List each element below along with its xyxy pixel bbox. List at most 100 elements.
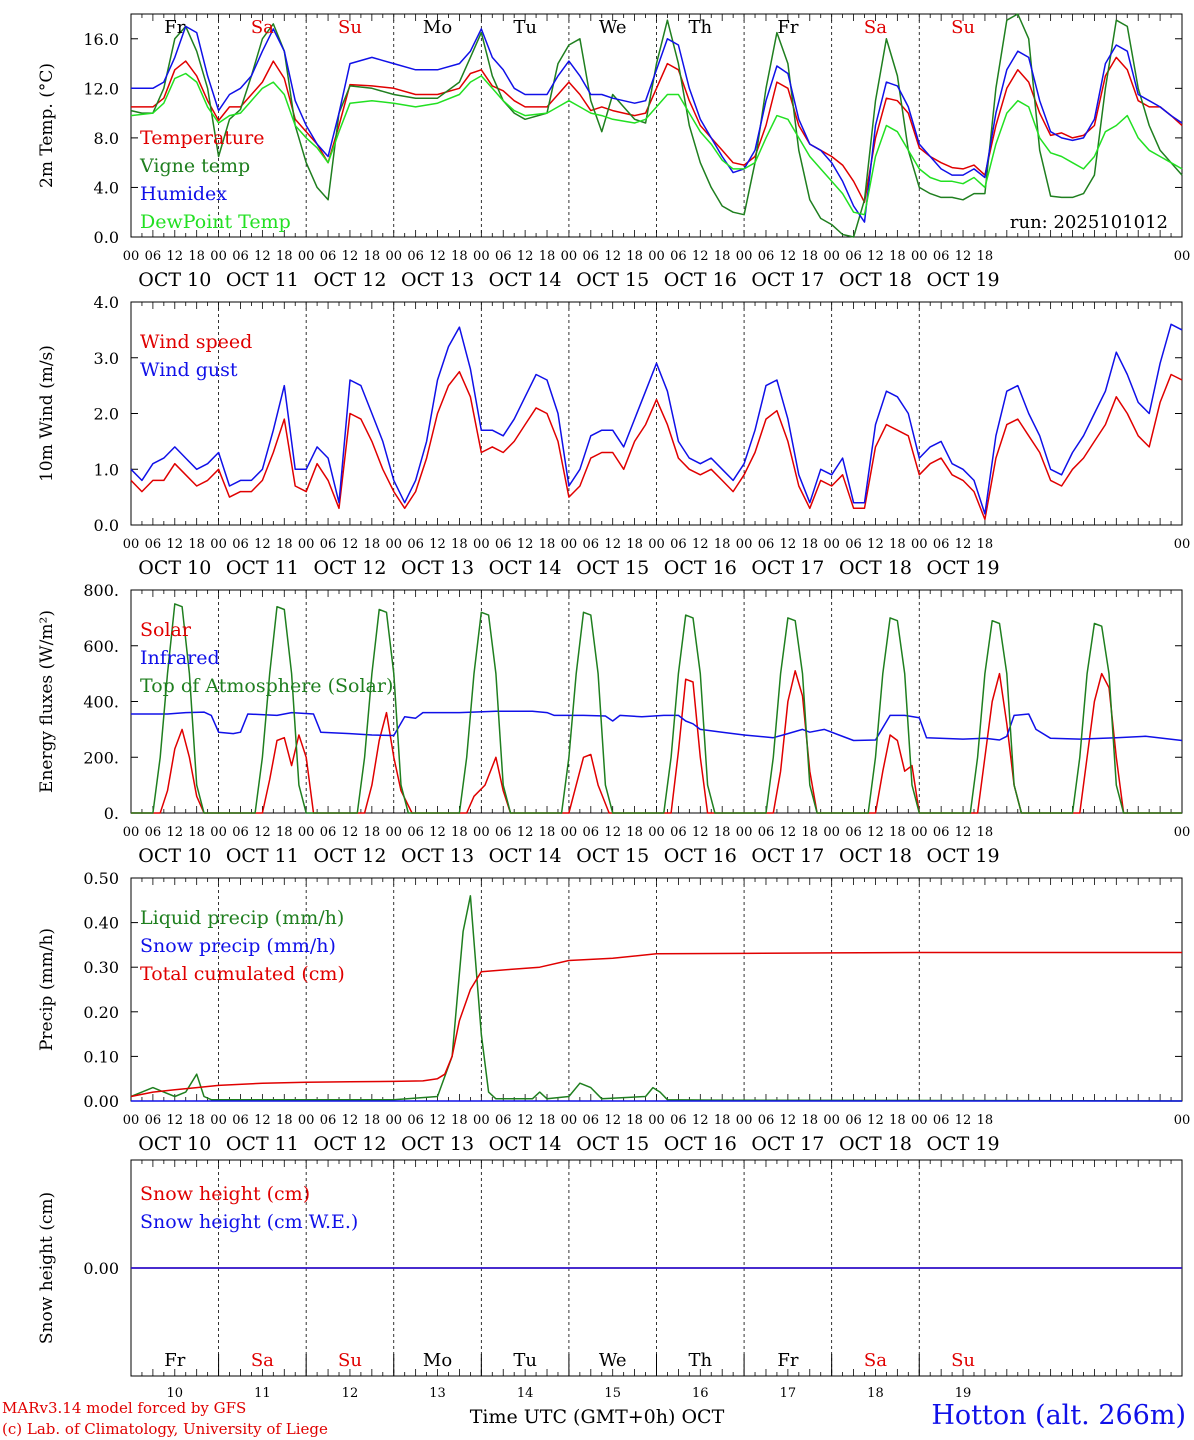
day-abbr-label: Fr (777, 17, 798, 38)
hour-tick-label: 00 (210, 825, 227, 840)
hour-tick-label: 06 (145, 1113, 162, 1128)
hour-tick-label: 12 (692, 249, 709, 264)
day-abbr-label: Tu (513, 17, 537, 38)
station-label: Hotton (alt. 266m) (931, 1400, 1186, 1431)
date-label: OCT 14 (489, 557, 562, 579)
y-tick-label: 0.50 (83, 869, 119, 888)
hour-tick-label: 00 (911, 825, 928, 840)
hour-tick-label: 00 (1174, 825, 1191, 840)
date-label: OCT 11 (226, 557, 299, 579)
date-label: OCT 16 (664, 845, 737, 867)
date-label: OCT 15 (576, 1133, 649, 1155)
hour-tick-label: 06 (232, 1113, 249, 1128)
hour-tick-label: 18 (188, 1113, 205, 1128)
legend-infrared: Infrared (140, 647, 220, 669)
day-number-label: 13 (429, 1386, 446, 1401)
hour-tick-label: 18 (364, 537, 381, 552)
date-label: OCT 10 (138, 845, 211, 867)
legend-total-cumulated-cm: Total cumulated (cm) (140, 963, 345, 985)
y-tick-label: 12.0 (83, 79, 119, 98)
hour-tick-label: 00 (298, 1113, 315, 1128)
hour-tick-label: 00 (123, 825, 140, 840)
series-wind-gust (130, 323, 1183, 515)
hour-tick-label: 12 (342, 249, 359, 264)
hour-tick-label: 18 (889, 249, 906, 264)
hour-tick-label: 06 (407, 537, 424, 552)
series-wind-speed (130, 370, 1183, 521)
hour-tick-label: 00 (648, 249, 665, 264)
hour-tick-label: 18 (364, 1113, 381, 1128)
y-tick-label: 0.20 (83, 1003, 119, 1022)
legend-dewpoint-temp: DewPoint Temp (140, 211, 291, 233)
date-label: OCT 15 (576, 269, 649, 291)
series-top-of-atmosphere-solar (131, 603, 1182, 814)
date-label: OCT 19 (927, 845, 1000, 867)
day-abbr-label: Sa (251, 1350, 274, 1371)
hour-tick-label: 12 (167, 825, 184, 840)
series-temperature (131, 56, 1183, 204)
hour-tick-label: 18 (801, 537, 818, 552)
hour-tick-label: 06 (670, 249, 687, 264)
day-number-label: 12 (342, 1386, 359, 1401)
hour-tick-label: 00 (123, 537, 140, 552)
legend-vigne-temp: Vigne temp (139, 155, 250, 177)
date-label: OCT 14 (489, 269, 562, 291)
date-label: OCT 19 (927, 1133, 1000, 1155)
date-label: OCT 19 (927, 557, 1000, 579)
hour-tick-label: 18 (276, 825, 293, 840)
date-label: OCT 14 (489, 845, 562, 867)
panel-3-frame (130, 589, 1183, 814)
date-label: OCT 19 (927, 269, 1000, 291)
hour-tick-label: 00 (298, 249, 315, 264)
hour-tick-label: 06 (933, 1113, 950, 1128)
hour-tick-label: 12 (780, 249, 797, 264)
hour-tick-label: 12 (342, 1113, 359, 1128)
hour-tick-label: 12 (955, 249, 972, 264)
hour-tick-label: 12 (429, 537, 446, 552)
y-tick-label: 1.0 (94, 460, 119, 479)
hour-tick-label: 12 (517, 1113, 534, 1128)
hour-tick-label: 18 (539, 537, 556, 552)
y-tick-label: 0.00 (83, 1259, 119, 1278)
hour-tick-label: 00 (823, 537, 840, 552)
date-label: OCT 18 (839, 557, 912, 579)
series-vigne-temp (130, 13, 1183, 238)
hour-tick-label: 06 (495, 537, 512, 552)
series-dewpoint-temp (130, 72, 1183, 216)
date-label: OCT 18 (839, 269, 912, 291)
day-abbr-label: We (599, 1350, 627, 1371)
hour-tick-label: 00 (736, 537, 753, 552)
day-abbr-label: Mo (423, 1350, 452, 1371)
y-axis-label: Precip (mm/h) (37, 928, 57, 1051)
hour-tick-label: 00 (385, 249, 402, 264)
hour-tick-label: 06 (583, 249, 600, 264)
hour-tick-label: 06 (583, 1113, 600, 1128)
hour-tick-label: 12 (342, 825, 359, 840)
y-tick-label: 600. (83, 637, 119, 656)
hour-tick-label: 00 (736, 825, 753, 840)
hour-tick-label: 00 (298, 537, 315, 552)
y-axis-label: Energy fluxes (W/m²) (37, 610, 57, 793)
hour-tick-label: 12 (780, 825, 797, 840)
hour-tick-label: 06 (845, 249, 862, 264)
date-label: OCT 13 (401, 1133, 474, 1155)
hour-tick-label: 00 (561, 825, 578, 840)
legend-liquid-precip-mm-h: Liquid precip (mm/h) (140, 907, 344, 929)
hour-tick-label: 06 (495, 825, 512, 840)
hour-tick-label: 12 (167, 537, 184, 552)
hour-tick-label: 06 (758, 1113, 775, 1128)
date-label: OCT 12 (313, 557, 386, 579)
hour-tick-label: 12 (692, 537, 709, 552)
hour-tick-label: 18 (889, 825, 906, 840)
y-tick-label: 0.00 (83, 1092, 119, 1111)
y-tick-label: 0.0 (94, 228, 119, 247)
y-tick-label: 800. (83, 581, 119, 600)
hour-tick-label: 18 (626, 537, 643, 552)
hour-tick-label: 00 (561, 537, 578, 552)
hour-tick-label: 12 (342, 537, 359, 552)
hour-tick-label: 06 (320, 537, 337, 552)
hour-tick-label: 00 (298, 825, 315, 840)
day-number-label: 10 (167, 1386, 184, 1401)
hour-tick-label: 00 (648, 1113, 665, 1128)
hour-tick-label: 18 (276, 1113, 293, 1128)
